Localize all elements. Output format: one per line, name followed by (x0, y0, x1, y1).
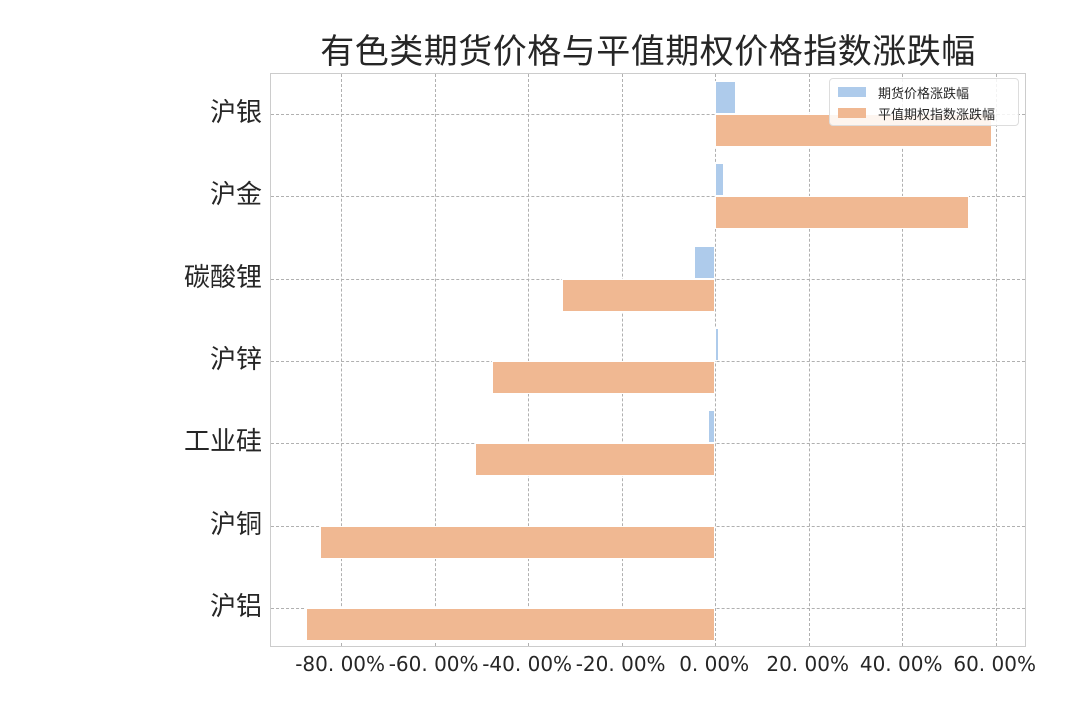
y-tick-label: 碳酸锂 (183, 263, 262, 293)
x-tick-label: 0. 00% (679, 652, 750, 676)
plot-area (270, 73, 1026, 647)
futures-bar-1 (715, 81, 737, 114)
y-tick-label: 沪铜 (209, 510, 262, 540)
x-gridline (995, 74, 997, 646)
x-tick-label: -60. 00% (388, 652, 479, 676)
legend-item-options: 平值期权指数涨跌幅 (838, 103, 995, 123)
futures-bar-4 (715, 328, 720, 361)
y-tick-label: 沪锌 (209, 345, 262, 375)
options-bar-6 (320, 526, 716, 559)
legend-swatch-options (838, 108, 866, 118)
x-gridline (621, 74, 623, 646)
y-tick-label: 沪金 (209, 180, 262, 210)
futures-bar-7 (713, 575, 716, 608)
options-bar-7 (306, 608, 716, 641)
futures-bar-2 (715, 163, 725, 196)
options-bar-4 (492, 361, 716, 394)
legend-label-options: 平值期权指数涨跌幅 (878, 107, 996, 123)
x-gridline (528, 74, 530, 646)
x-gridline (341, 74, 343, 646)
x-tick-label: -40. 00% (482, 652, 573, 676)
options-bar-5 (475, 443, 716, 476)
y-tick-label: 沪银 (209, 98, 262, 128)
futures-bar-6 (712, 493, 716, 526)
y-gridline (271, 196, 1025, 197)
x-gridline (902, 74, 904, 646)
futures-bar-5 (708, 410, 716, 443)
y-tick-label: 工业硅 (183, 427, 262, 457)
options-bar-2 (715, 196, 969, 229)
y-tick-label: 沪铝 (209, 592, 262, 622)
x-gridline (434, 74, 436, 646)
legend-swatch-futures (838, 87, 866, 97)
y-gridline (271, 114, 1025, 115)
x-tick-label: 20. 00% (766, 652, 849, 676)
x-gridline (808, 74, 810, 646)
legend-label-futures: 期货价格涨跌幅 (878, 86, 970, 102)
options-bar-3 (562, 279, 716, 312)
futures-bar-3 (694, 246, 716, 279)
x-tick-label: 40. 00% (859, 652, 943, 676)
x-tick-label: -20. 00% (575, 652, 666, 676)
legend: 期货价格涨跌幅 平值期权指数涨跌幅 (829, 78, 1019, 126)
x-tick-label: 60. 00% (953, 652, 1036, 676)
x-tick-label: -80. 00% (295, 652, 386, 676)
chart-title: 有色类期货价格与平值期权价格指数涨跌幅 (320, 32, 976, 72)
legend-item-futures: 期货价格涨跌幅 (838, 82, 969, 102)
